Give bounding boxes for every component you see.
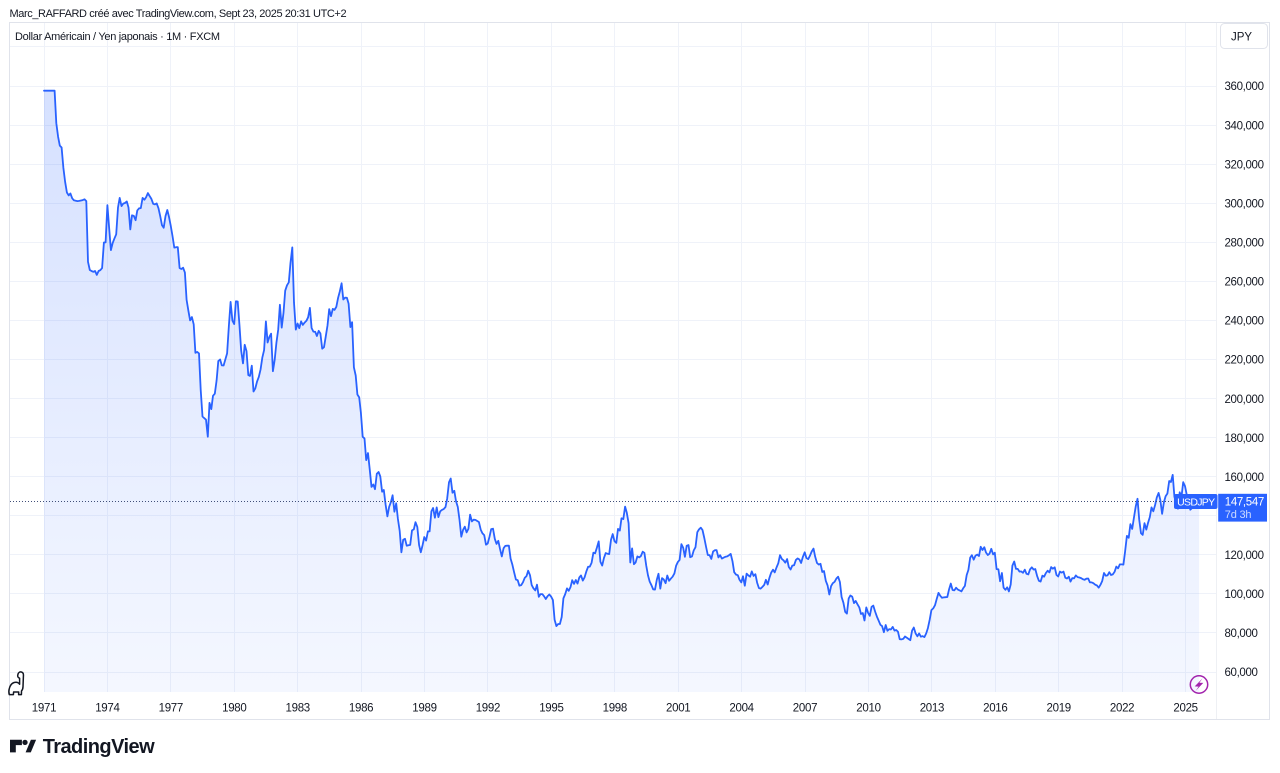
svg-text:1989: 1989 [412,702,436,714]
svg-text:1974: 1974 [95,702,120,714]
svg-text:2019: 2019 [1047,702,1071,714]
svg-text:1983: 1983 [286,702,310,714]
svg-text:340,000: 340,000 [1225,120,1264,132]
svg-text:320,000: 320,000 [1225,159,1264,171]
svg-text:360,000: 360,000 [1225,81,1264,93]
svg-text:80,000: 80,000 [1225,628,1258,640]
svg-text:160,000: 160,000 [1225,472,1264,484]
svg-text:2001: 2001 [666,702,690,714]
svg-text:Dollar Américain / Yen japonai: Dollar Américain / Yen japonais · 1M · F… [15,31,220,43]
svg-text:147,547: 147,547 [1225,496,1264,508]
svg-text:1986: 1986 [349,702,373,714]
svg-text:2007: 2007 [793,702,817,714]
svg-text:USDJPY: USDJPY [1177,497,1215,509]
svg-text:1992: 1992 [476,702,500,714]
svg-text:2022: 2022 [1110,702,1134,714]
svg-text:120,000: 120,000 [1225,550,1264,562]
svg-text:260,000: 260,000 [1225,277,1264,289]
svg-text:60,000: 60,000 [1225,667,1258,679]
svg-text:1980: 1980 [222,702,246,714]
svg-text:2016: 2016 [983,702,1007,714]
svg-text:1971: 1971 [32,702,56,714]
svg-text:2004: 2004 [729,702,754,714]
svg-text:7d 3h: 7d 3h [1225,509,1252,521]
svg-text:200,000: 200,000 [1225,394,1264,406]
svg-text:1998: 1998 [603,702,627,714]
svg-text:180,000: 180,000 [1225,433,1264,445]
svg-text:280,000: 280,000 [1225,238,1264,250]
svg-text:1977: 1977 [159,702,183,714]
svg-text:2025: 2025 [1173,702,1197,714]
svg-text:TradingView: TradingView [43,736,155,758]
svg-text:Marc_RAFFARD créé avec Trading: Marc_RAFFARD créé avec TradingView.com, … [10,8,347,20]
svg-text:2013: 2013 [920,702,944,714]
svg-text:2010: 2010 [856,702,880,714]
svg-text:300,000: 300,000 [1225,198,1264,210]
svg-text:JPY: JPY [1231,31,1252,43]
svg-text:1995: 1995 [539,702,563,714]
svg-text:240,000: 240,000 [1225,316,1264,328]
svg-text:100,000: 100,000 [1225,589,1264,601]
svg-text:220,000: 220,000 [1225,355,1264,367]
